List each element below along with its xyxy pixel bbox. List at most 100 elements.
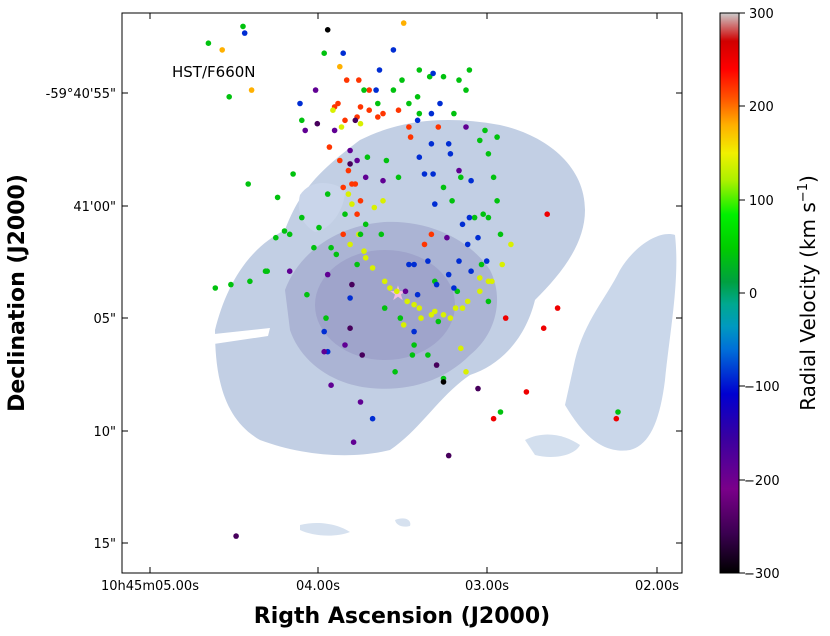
scatter-point	[615, 409, 621, 415]
scatter-point	[464, 241, 471, 248]
scatter-point	[475, 385, 481, 392]
scatter-point	[337, 157, 343, 164]
scatter-point	[335, 100, 341, 107]
x-tick-label: 10h45m05.00s	[101, 579, 199, 594]
scatter-point	[456, 77, 462, 83]
scatter-point	[347, 147, 353, 154]
scatter-point	[395, 107, 402, 113]
scatter-point	[369, 265, 376, 271]
scatter-point	[468, 268, 474, 275]
scatter-point	[226, 94, 232, 100]
colorbar-tick-label: −100	[744, 380, 780, 395]
scatter-point	[414, 94, 421, 100]
colorbar-label-main: Radial Velocity (km s	[796, 202, 820, 411]
scatter-point	[247, 278, 253, 285]
scatter-point	[392, 369, 398, 375]
scatter-point	[373, 87, 379, 93]
scatter-point	[357, 120, 364, 127]
scatter-point	[445, 141, 452, 147]
colorbar-tick-label: −200	[744, 474, 780, 489]
scatter-point	[345, 167, 352, 174]
scatter-point	[411, 342, 417, 348]
scatter-point	[340, 231, 347, 238]
scatter-point	[324, 271, 331, 278]
scatter-point	[233, 533, 239, 539]
scatter-point	[395, 174, 402, 181]
scatter-point	[354, 261, 360, 268]
scatter-point	[508, 241, 514, 248]
scatter-point	[311, 244, 317, 251]
scatter-point	[240, 23, 246, 30]
scatter-point	[445, 452, 452, 459]
scatter-point	[245, 181, 251, 187]
scatter-point	[273, 234, 279, 241]
nebula-west-lobe-upper	[298, 183, 345, 232]
scatter-point	[347, 325, 353, 332]
scatter-point	[463, 369, 469, 375]
data-points	[205, 20, 621, 539]
scatter-point	[328, 382, 334, 389]
scatter-point	[459, 221, 466, 228]
scatter-point	[411, 328, 417, 335]
scatter-point	[451, 285, 457, 291]
scatter-point	[485, 298, 492, 305]
scatter-point	[359, 352, 366, 358]
colorbar	[719, 12, 740, 574]
scatter-point	[402, 288, 409, 295]
nebula-cavity	[205, 328, 270, 345]
scatter-point	[376, 67, 383, 73]
scatter-point	[430, 70, 436, 77]
scatter-point	[286, 231, 293, 238]
scatter-point	[394, 288, 400, 295]
nebula-southern-knots	[300, 518, 411, 536]
scatter-point	[337, 63, 343, 70]
scatter-point	[440, 379, 447, 385]
colorbar-label-exponent: −1	[796, 183, 811, 202]
scatter-point	[381, 305, 388, 311]
scatter-point	[364, 154, 371, 160]
scatter-point	[342, 342, 348, 348]
scatter-point	[381, 278, 388, 285]
scatter-point	[345, 191, 352, 197]
scatter-point	[475, 234, 481, 241]
scatter-point	[347, 161, 353, 167]
scatter-point	[324, 27, 331, 33]
colorbar-tick-label: 200	[749, 100, 774, 115]
scatter-point	[456, 167, 462, 174]
x-axis-label: Rigth Ascension (J2000)	[254, 604, 550, 629]
colorbar-ticks	[739, 12, 745, 574]
y-axis-ticks	[122, 92, 682, 544]
scatter-point	[347, 241, 353, 248]
colorbar-tick-label: 300	[749, 7, 774, 22]
scatter-point	[304, 291, 310, 298]
scatter-point	[452, 305, 459, 311]
scatter-point	[497, 409, 504, 415]
colorbar-label: Radial Velocity (km s−1)	[796, 175, 820, 411]
scatter-point	[490, 174, 497, 181]
y-tick-label: 10"	[93, 425, 116, 440]
scatter-point	[357, 231, 364, 238]
scatter-point	[409, 352, 416, 358]
scatter-point	[400, 322, 407, 328]
scatter-point	[497, 231, 504, 238]
scatter-point	[290, 171, 296, 177]
scatter-point	[421, 241, 428, 248]
scatter-point	[435, 124, 442, 130]
scatter-point	[340, 50, 347, 56]
scatter-point	[499, 261, 506, 268]
scatter-point	[477, 137, 483, 144]
scatter-point	[212, 285, 219, 291]
scatter-point	[406, 261, 412, 268]
x-tick-label: 02.00s	[635, 579, 679, 594]
scatter-point	[471, 214, 478, 221]
x-tick-label: 04.00s	[296, 579, 340, 594]
scatter-point	[262, 268, 269, 275]
scatter-point	[468, 177, 474, 184]
scatter-point	[411, 301, 417, 308]
colorbar-tick-label: 0	[749, 287, 757, 302]
scatter-point	[463, 124, 469, 130]
scatter-point	[383, 157, 390, 164]
nebula-center	[315, 250, 455, 360]
scatter-point	[380, 198, 386, 204]
